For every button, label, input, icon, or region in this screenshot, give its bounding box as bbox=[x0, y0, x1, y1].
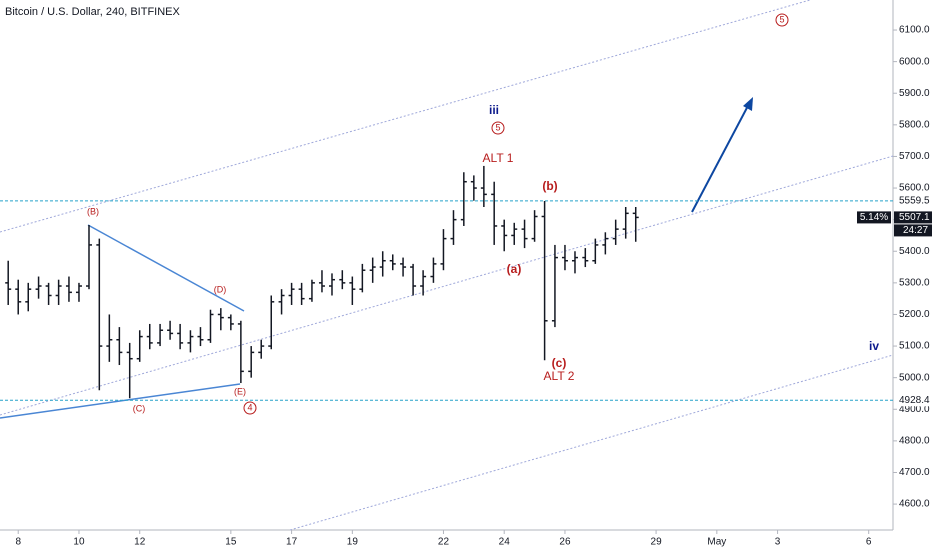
channel-lower bbox=[289, 354, 894, 531]
y-tick-label: 4900.0 bbox=[899, 404, 930, 415]
annotation: (b) bbox=[542, 179, 557, 193]
x-tick-label: 12 bbox=[134, 537, 146, 548]
last-price-tag bbox=[894, 211, 932, 224]
y-tick-label: 6000.0 bbox=[899, 56, 930, 67]
circle bbox=[243, 401, 257, 415]
y-tick-label: 5300.0 bbox=[899, 277, 930, 288]
price-line-label: 4928.4 bbox=[899, 395, 930, 406]
y-tick-label: 4700.0 bbox=[899, 467, 930, 478]
price-line-label: 5559.5 bbox=[899, 195, 930, 206]
annotation: 5 bbox=[779, 14, 784, 24]
price-line-tag bbox=[894, 394, 932, 407]
x-tick-label: 26 bbox=[559, 537, 571, 548]
countdown-tag bbox=[894, 224, 932, 237]
annotation: (C) bbox=[133, 403, 146, 413]
last-price-label: 5507.1 bbox=[899, 212, 930, 223]
circle bbox=[775, 13, 789, 27]
annotation: ALT 2 bbox=[544, 369, 575, 383]
y-tick-label: 4800.0 bbox=[899, 436, 930, 447]
x-tick-label: 17 bbox=[286, 537, 298, 548]
y-tick-label: 5900.0 bbox=[899, 88, 930, 99]
x-tick-label: 6 bbox=[866, 537, 872, 548]
annotation: (a) bbox=[507, 262, 522, 276]
drawings bbox=[0, 0, 894, 531]
y-tick-label: 4600.0 bbox=[899, 499, 930, 510]
change-label: 5.14% bbox=[860, 212, 888, 223]
x-tick-label: 15 bbox=[225, 537, 237, 548]
change-tag bbox=[857, 211, 891, 224]
countdown-label: 24:27 bbox=[903, 225, 928, 236]
x-tick-label: 22 bbox=[438, 537, 450, 548]
arrow-head bbox=[743, 97, 753, 111]
x-tick-label: 29 bbox=[651, 537, 663, 548]
annotation: iv bbox=[869, 339, 879, 353]
x-tick-label: May bbox=[707, 537, 726, 548]
y-tick-label: 5800.0 bbox=[899, 119, 930, 130]
annotation: iii bbox=[489, 103, 499, 117]
bars bbox=[5, 165, 639, 399]
annotation: (D) bbox=[214, 284, 227, 294]
chart-title: Bitcoin / U.S. Dollar, 240, BITFINEX bbox=[5, 6, 181, 18]
y-tick-label: 5700.0 bbox=[899, 151, 930, 162]
x-tick-label: 10 bbox=[73, 537, 85, 548]
triangle-lower bbox=[0, 383, 241, 419]
y-tick-label: 5400.0 bbox=[899, 246, 930, 257]
y-tick-label: 6100.0 bbox=[899, 25, 930, 36]
annotation: (E) bbox=[234, 386, 246, 396]
price-line-tag bbox=[894, 194, 932, 207]
x-tick-label: 3 bbox=[775, 537, 781, 548]
triangle-upper bbox=[87, 224, 245, 312]
channel-upper bbox=[0, 0, 811, 233]
x-tick-label: 8 bbox=[15, 537, 21, 548]
x-tick-label: 24 bbox=[499, 537, 511, 548]
y-tick-label: 5200.0 bbox=[899, 309, 930, 320]
y-tick-label: 5000.0 bbox=[899, 372, 930, 383]
annotation: (B) bbox=[87, 206, 99, 216]
circle bbox=[491, 121, 505, 135]
x-tick-label: 19 bbox=[347, 537, 359, 548]
y-tick-label: 5100.0 bbox=[899, 341, 930, 352]
channel-middle bbox=[0, 155, 894, 416]
y-tick-label: 5600.0 bbox=[899, 183, 930, 194]
annotations: (B) (C) (D) (E) 4 iii 5 ALT 1 (b) (a) (c… bbox=[87, 14, 879, 413]
annotation: (c) bbox=[552, 356, 567, 370]
annotation: ALT 1 bbox=[483, 151, 514, 165]
arrow-line bbox=[691, 101, 751, 213]
annotation: 5 bbox=[495, 122, 500, 132]
annotation: 4 bbox=[247, 402, 252, 412]
